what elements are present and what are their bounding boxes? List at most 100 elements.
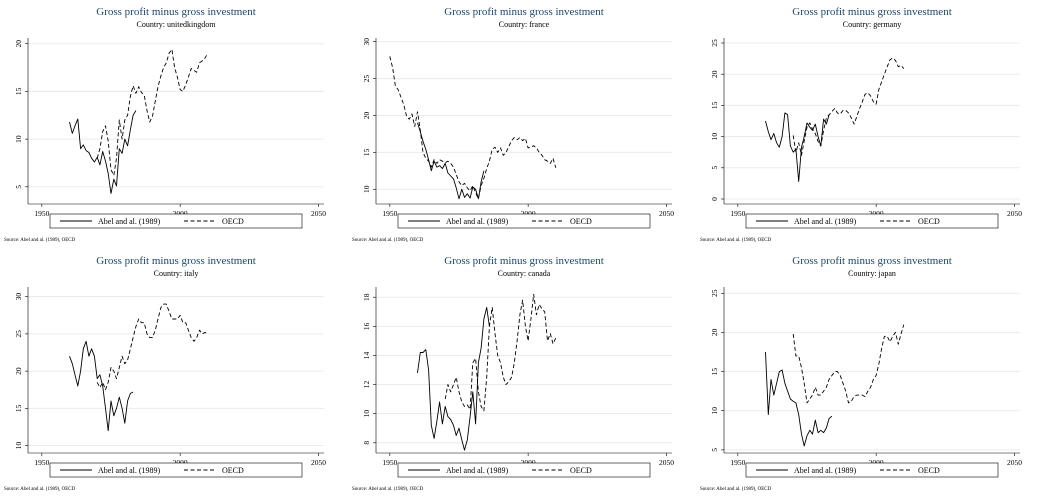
chart-title: Gross profit minus gross investment bbox=[96, 6, 256, 18]
y-tick-label: 25 bbox=[710, 39, 719, 47]
series-line-oecd bbox=[792, 324, 905, 404]
source-note: Source: Abel and al. (1989), OECD bbox=[4, 238, 76, 243]
legend-label-abel: Abel and al. (1989) bbox=[98, 466, 161, 475]
legend-label-oecd: OECD bbox=[918, 466, 940, 475]
y-tick-label: 5 bbox=[14, 185, 23, 189]
x-tick-label: 1950 bbox=[730, 209, 745, 218]
y-tick-label: 10 bbox=[362, 410, 371, 418]
series-line-oecd bbox=[444, 293, 557, 412]
chart-panel-4: Gross profit minus gross investment Count… bbox=[352, 255, 674, 492]
chart-panel-2: Gross profit minus gross investment Count… bbox=[700, 6, 1022, 243]
legend-box bbox=[397, 213, 651, 229]
series-line-abel bbox=[69, 110, 137, 194]
y-tick-label: 30 bbox=[14, 293, 23, 301]
chart-panel-5: Gross profit minus gross investment Count… bbox=[700, 255, 1022, 492]
x-tick-label: 1950 bbox=[730, 458, 745, 467]
y-tick-label: 20 bbox=[710, 328, 719, 336]
y-tick-label: 20 bbox=[710, 70, 719, 78]
y-tick-label: 15 bbox=[362, 148, 371, 156]
x-tick-label: 2050 bbox=[311, 209, 326, 218]
x-tick-label: 2050 bbox=[311, 458, 326, 467]
x-tick-label: 2000 bbox=[521, 209, 536, 218]
legend-label-abel: Abel and al. (1989) bbox=[794, 466, 857, 475]
legend-box bbox=[745, 213, 999, 229]
y-tick-label: 10 bbox=[14, 442, 23, 450]
y-tick-label: 10 bbox=[710, 407, 719, 415]
x-tick-label: 2050 bbox=[659, 458, 674, 467]
series-line-oecd bbox=[792, 57, 905, 156]
source-note: Source: Abel and al. (1989), OECD bbox=[352, 238, 424, 243]
x-tick-label: 1950 bbox=[382, 209, 397, 218]
chart-subtitle: Country: germany bbox=[843, 20, 901, 29]
source-note: Source: Abel and al. (1989), OECD bbox=[700, 238, 772, 243]
source-note: Source: Abel and al. (1989), OECD bbox=[4, 487, 76, 492]
y-tick-label: 25 bbox=[14, 330, 23, 338]
legend-box bbox=[745, 462, 999, 478]
y-tick-label: 5 bbox=[710, 448, 719, 452]
x-tick-label: 2000 bbox=[173, 209, 188, 218]
series-line-oecd bbox=[389, 56, 557, 200]
chart-title: Gross profit minus gross investment bbox=[792, 6, 952, 18]
legend-label-oecd: OECD bbox=[222, 466, 244, 475]
y-tick-label: 0 bbox=[710, 197, 719, 201]
chart-title: Gross profit minus gross investment bbox=[444, 255, 604, 267]
chart-subtitle: Country: italy bbox=[154, 269, 199, 278]
y-tick-label: 20 bbox=[362, 111, 371, 119]
y-tick-label: 20 bbox=[14, 367, 23, 375]
x-tick-label: 1950 bbox=[382, 458, 397, 467]
legend-box bbox=[49, 462, 303, 478]
y-tick-label: 15 bbox=[14, 404, 23, 412]
chart-panel-0: Gross profit minus gross investment Count… bbox=[4, 6, 326, 243]
legend-label-abel: Abel and al. (1989) bbox=[446, 217, 509, 226]
y-tick-label: 25 bbox=[362, 75, 371, 83]
y-tick-label: 10 bbox=[710, 133, 719, 141]
x-tick-label: 2000 bbox=[869, 458, 884, 467]
series-line-oecd bbox=[96, 303, 209, 391]
y-tick-label: 15 bbox=[14, 87, 23, 95]
y-tick-label: 18 bbox=[362, 293, 371, 301]
x-tick-label: 2000 bbox=[521, 458, 536, 467]
legend-box bbox=[397, 462, 651, 478]
y-tick-label: 14 bbox=[362, 351, 371, 359]
x-tick-label: 1950 bbox=[34, 458, 49, 467]
chart-subtitle: Country: japan bbox=[848, 269, 896, 278]
chart-title: Gross profit minus gross investment bbox=[444, 6, 604, 18]
legend-label-oecd: OECD bbox=[570, 217, 592, 226]
legend-label-abel: Abel and al. (1989) bbox=[446, 466, 509, 475]
chart-title: Gross profit minus gross investment bbox=[792, 255, 952, 267]
legend-box bbox=[49, 213, 303, 229]
source-note: Source: Abel and al. (1989), OECD bbox=[352, 487, 424, 492]
x-tick-label: 2000 bbox=[869, 209, 884, 218]
legend-label-abel: Abel and al. (1989) bbox=[794, 217, 857, 226]
x-tick-label: 2000 bbox=[173, 458, 188, 467]
y-tick-label: 15 bbox=[710, 101, 719, 109]
chart-subtitle: Country: unitedkingdom bbox=[137, 20, 217, 29]
y-tick-label: 5 bbox=[710, 166, 719, 170]
y-tick-label: 10 bbox=[362, 185, 371, 193]
series-line-abel bbox=[765, 351, 833, 447]
y-tick-label: 30 bbox=[362, 38, 371, 46]
x-tick-label: 2050 bbox=[1007, 209, 1022, 218]
y-tick-label: 16 bbox=[362, 322, 371, 330]
y-tick-label: 8 bbox=[362, 441, 371, 445]
chart-subtitle: Country: france bbox=[499, 20, 550, 29]
y-tick-label: 15 bbox=[710, 368, 719, 376]
source-note: Source: Abel and al. (1989), OECD bbox=[700, 487, 772, 492]
series-line-oecd bbox=[96, 48, 209, 176]
y-tick-label: 12 bbox=[362, 381, 371, 389]
chart-panel-3: Gross profit minus gross investment Count… bbox=[4, 255, 326, 492]
series-line-abel bbox=[69, 340, 134, 432]
legend-label-oecd: OECD bbox=[222, 217, 244, 226]
y-tick-label: 10 bbox=[14, 135, 23, 143]
series-line-abel bbox=[765, 112, 830, 182]
chart-subtitle: Country: canada bbox=[498, 269, 551, 278]
x-tick-label: 1950 bbox=[34, 209, 49, 218]
x-tick-label: 2050 bbox=[1007, 458, 1022, 467]
y-tick-label: 20 bbox=[14, 40, 23, 48]
chart-title: Gross profit minus gross investment bbox=[96, 255, 256, 267]
x-tick-label: 2050 bbox=[659, 209, 674, 218]
legend-label-oecd: OECD bbox=[918, 217, 940, 226]
series-line-abel bbox=[417, 306, 490, 451]
y-tick-label: 25 bbox=[710, 289, 719, 297]
